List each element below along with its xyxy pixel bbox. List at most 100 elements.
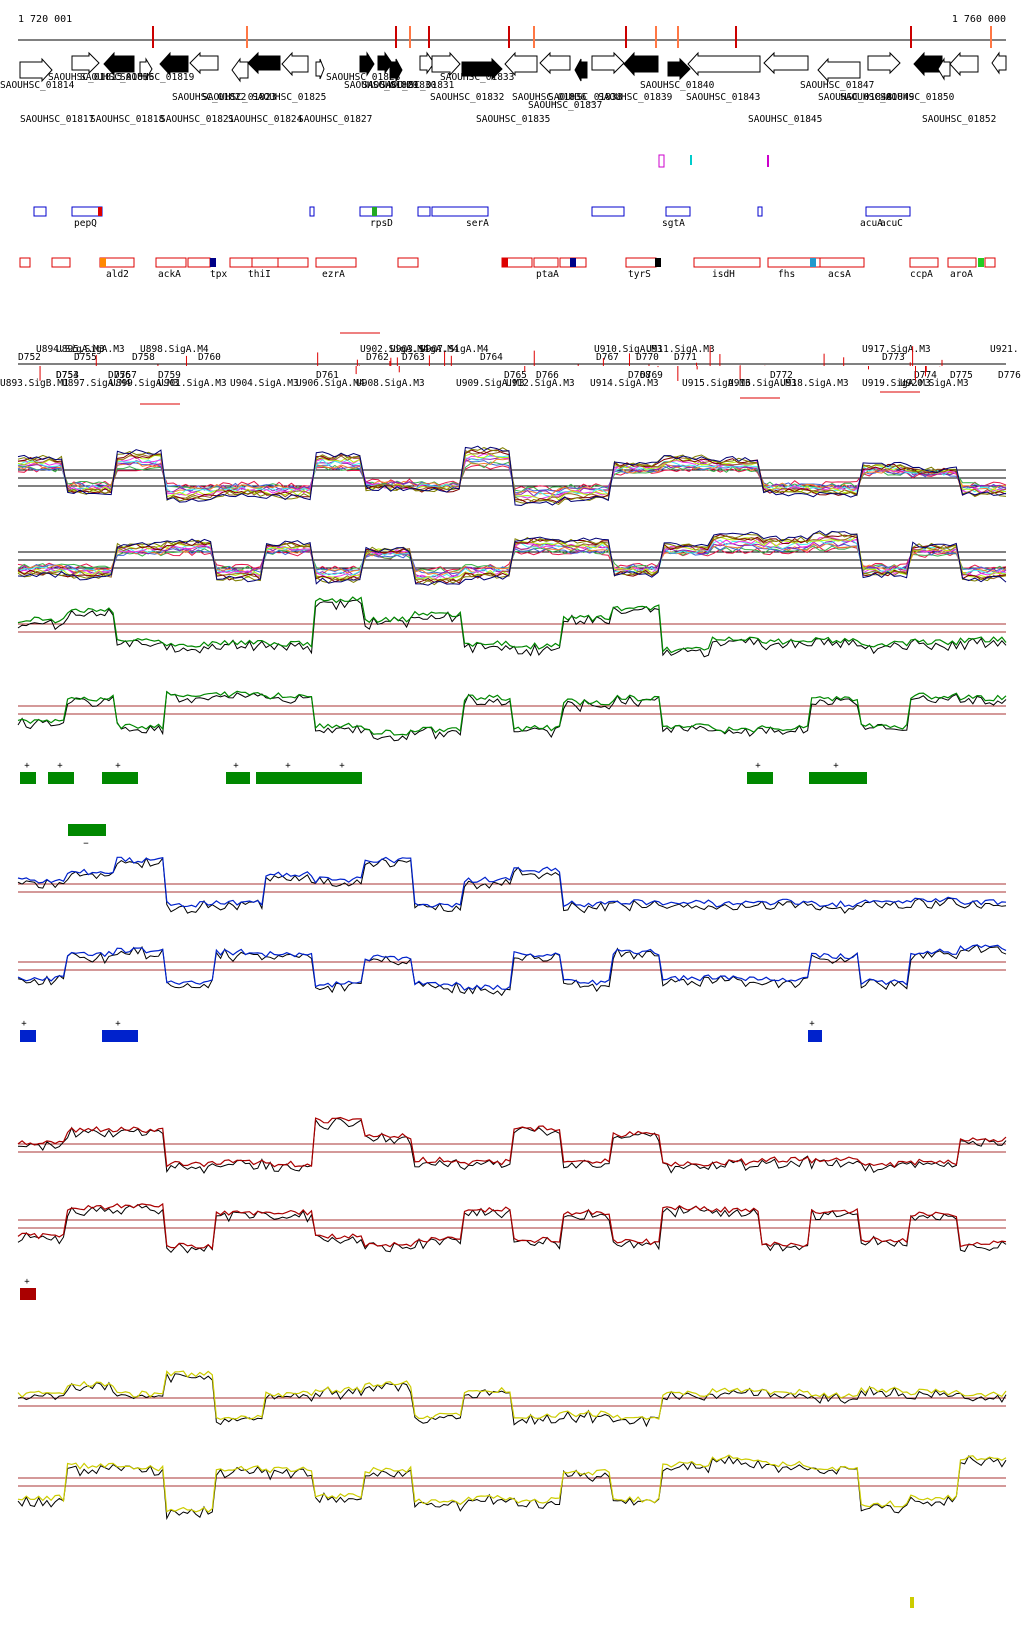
upstream-label-U897.SigA.M4: U897.SigA.M4 <box>62 378 131 389</box>
blue-feature-label-acuC: acuC <box>880 218 903 229</box>
upstream-label-U920.SigA.M3: U920.SigA.M3 <box>900 378 969 389</box>
gene-label-SAOUHSC_01824: SAOUHSC_01824 <box>228 114 303 125</box>
d-label-D758: D758 <box>132 352 155 363</box>
red-feature-mark-2 <box>502 258 508 267</box>
upstream-label-U894.SigA.M3: U894.SigA.M3 <box>36 344 105 355</box>
blue-feature-box-1 <box>71 206 103 217</box>
gene-arrow-16 <box>504 51 538 77</box>
upstream-label-U912.SigA.M3: U912.SigA.M3 <box>506 378 575 389</box>
d-label-D771: D771 <box>674 352 697 363</box>
upstream-label-U908.SigA.M3: U908.SigA.M3 <box>356 378 425 389</box>
upstream-label-U917.SigA.M3: U917.SigA.M3 <box>862 344 931 355</box>
d-label-D767: D767 <box>596 352 619 363</box>
gene-arrow-25 <box>867 51 901 75</box>
gene-arrow-0 <box>19 57 53 83</box>
red-feature-box-14 <box>693 257 761 268</box>
gene-arrow-21 <box>667 57 691 81</box>
upstream-label-U910.SigA.M3: U910.SigA.M3 <box>594 344 663 355</box>
gene-label-SAOUHSC_01849: SAOUHSC_01849 <box>840 92 915 103</box>
gene-label-SAOUHSC_01850: SAOUHSC_01850 <box>880 92 955 103</box>
gene-label-SAOUHSC_01837: SAOUHSC_01837 <box>528 100 602 111</box>
gene-arrow-8 <box>281 51 309 77</box>
red-feature-label-ptaA: ptaA <box>536 269 559 280</box>
marker-magenta-box <box>658 154 665 168</box>
blue-feature-box-2 <box>309 206 315 217</box>
red-feature-box-19 <box>984 257 996 268</box>
red-feature-mark-5 <box>810 258 816 267</box>
green-segments-plus-marker-2-0: + <box>115 761 121 771</box>
gene-label-SAOUHSC_01828: SAOUHSC_01828 <box>326 72 401 83</box>
yellow-track-1-black-line <box>17 1372 1007 1428</box>
green-track-2-color-line <box>17 690 1007 736</box>
gene-arrow-7 <box>247 51 281 75</box>
upstream-label-U903.SigA.M4: U903.SigA.M4 <box>390 344 459 355</box>
d-label-D773: D773 <box>882 352 905 363</box>
gene-label-SAOUHSC_01818: SAOUHSC_01818 <box>90 114 165 125</box>
gene-label-SAOUHSC_01831: SAOUHSC_01831 <box>380 80 455 91</box>
upstream-label-U916.SigA.M3: U916.SigA.M3 <box>728 378 797 389</box>
red-feature-label-ccpA: ccpA <box>910 269 933 280</box>
ruler-end-label: 1 760 000 <box>952 14 1006 25</box>
gene-arrow-5 <box>189 51 219 75</box>
upstream-label-U919.SigA.M3: U919.SigA.M3 <box>862 378 931 389</box>
blue-feature-box-5 <box>431 206 489 217</box>
d-label-D764: D764 <box>480 352 503 363</box>
gene-label-SAOUHSC_01839: SAOUHSC_01839 <box>598 92 673 103</box>
blue-feature-box-0 <box>33 206 47 217</box>
red-feature-box-1 <box>51 257 71 268</box>
d-label-D763: D763 <box>402 352 425 363</box>
d-label-D770: D770 <box>636 352 659 363</box>
blue-feature-mark-1 <box>372 207 377 216</box>
blue-track-1-color-line <box>17 856 1007 908</box>
green-minus-segment <box>68 824 106 836</box>
gene-label-SAOUHSC_01845: SAOUHSC_01845 <box>748 114 822 125</box>
gene-label-SAOUHSC_01836: SAOUHSC_01836 <box>512 92 587 103</box>
blue-track-1-black-line <box>17 856 1007 914</box>
green-minus-marker: − <box>83 839 89 849</box>
red-feature-label-aroA: aroA <box>950 269 973 280</box>
red-feature-box-8 <box>315 257 357 268</box>
green-segments-plus-marker-3-0: + <box>233 761 239 771</box>
gene-arrow-3 <box>139 57 153 81</box>
blue-segments-plus-marker-2-0: + <box>809 1019 815 1029</box>
gene-label-SAOUHSC_01814: SAOUHSC_01814 <box>0 80 75 91</box>
d-label-D759: D759 <box>158 370 181 381</box>
gene-label-SAOUHSC_01829: SAOUHSC_01829 <box>344 80 419 91</box>
blue-segments-plus-marker-0-0: + <box>21 1019 27 1029</box>
red-feature-label-acsA: acsA <box>828 269 851 280</box>
red-feature-label-ackA: ackA <box>158 269 181 280</box>
ruler-tick-12 <box>990 26 992 48</box>
upstream-label-U901.SigA.M3: U901.SigA.M3 <box>158 378 227 389</box>
gene-arrow-22 <box>687 51 761 77</box>
ruler-tick-11 <box>910 26 912 48</box>
ruler-tick-4 <box>428 26 430 48</box>
red-feature-box-3 <box>155 257 187 268</box>
green-segments-plus-marker-0-0: + <box>24 761 30 771</box>
d-label-D762: D762 <box>366 352 389 363</box>
ruler-tick-5 <box>508 26 510 48</box>
gene-arrow-17 <box>539 51 571 75</box>
green-segments-plus-marker-1-0: + <box>57 761 63 771</box>
ruler-tick-8 <box>655 26 657 48</box>
red-feature-box-9 <box>397 257 419 268</box>
blue-segments-plus-marker-1-0: + <box>115 1019 121 1029</box>
upstream-label-U898.SigA.M4: U898.SigA.M4 <box>140 344 209 355</box>
gene-label-SAOUHSC_01838: SAOUHSC_01838 <box>548 92 623 103</box>
ruler-tick-7 <box>625 26 627 48</box>
blue-track-2-color-line <box>17 944 1007 991</box>
d-label-D769: D769 <box>640 370 663 381</box>
red-feature-label-ald2: ald2 <box>106 269 129 280</box>
red-feature-box-16 <box>819 257 865 268</box>
red-feature-label-thiI: thiI <box>248 269 271 280</box>
d-label-D775: D775 <box>950 370 973 381</box>
upstream-label-U893.SigB.M1: U893.SigB.M1 <box>0 378 69 389</box>
gene-arrow-24 <box>817 57 861 83</box>
gene-arrow-20 <box>623 51 659 77</box>
gene-label-SAOUHSC_01816: SAOUHSC_01816 <box>80 72 155 83</box>
gene-label-SAOUHSC_01830: SAOUHSC_01830 <box>362 80 437 91</box>
gene-label-SAOUHSC_01827: SAOUHSC_01827 <box>298 114 372 125</box>
d-label-D772: D772 <box>770 370 793 381</box>
green-segments-plus-marker-6-0: + <box>833 761 839 771</box>
green-track-1-black-line <box>17 599 1007 658</box>
d-label-D754: D754 <box>56 370 79 381</box>
